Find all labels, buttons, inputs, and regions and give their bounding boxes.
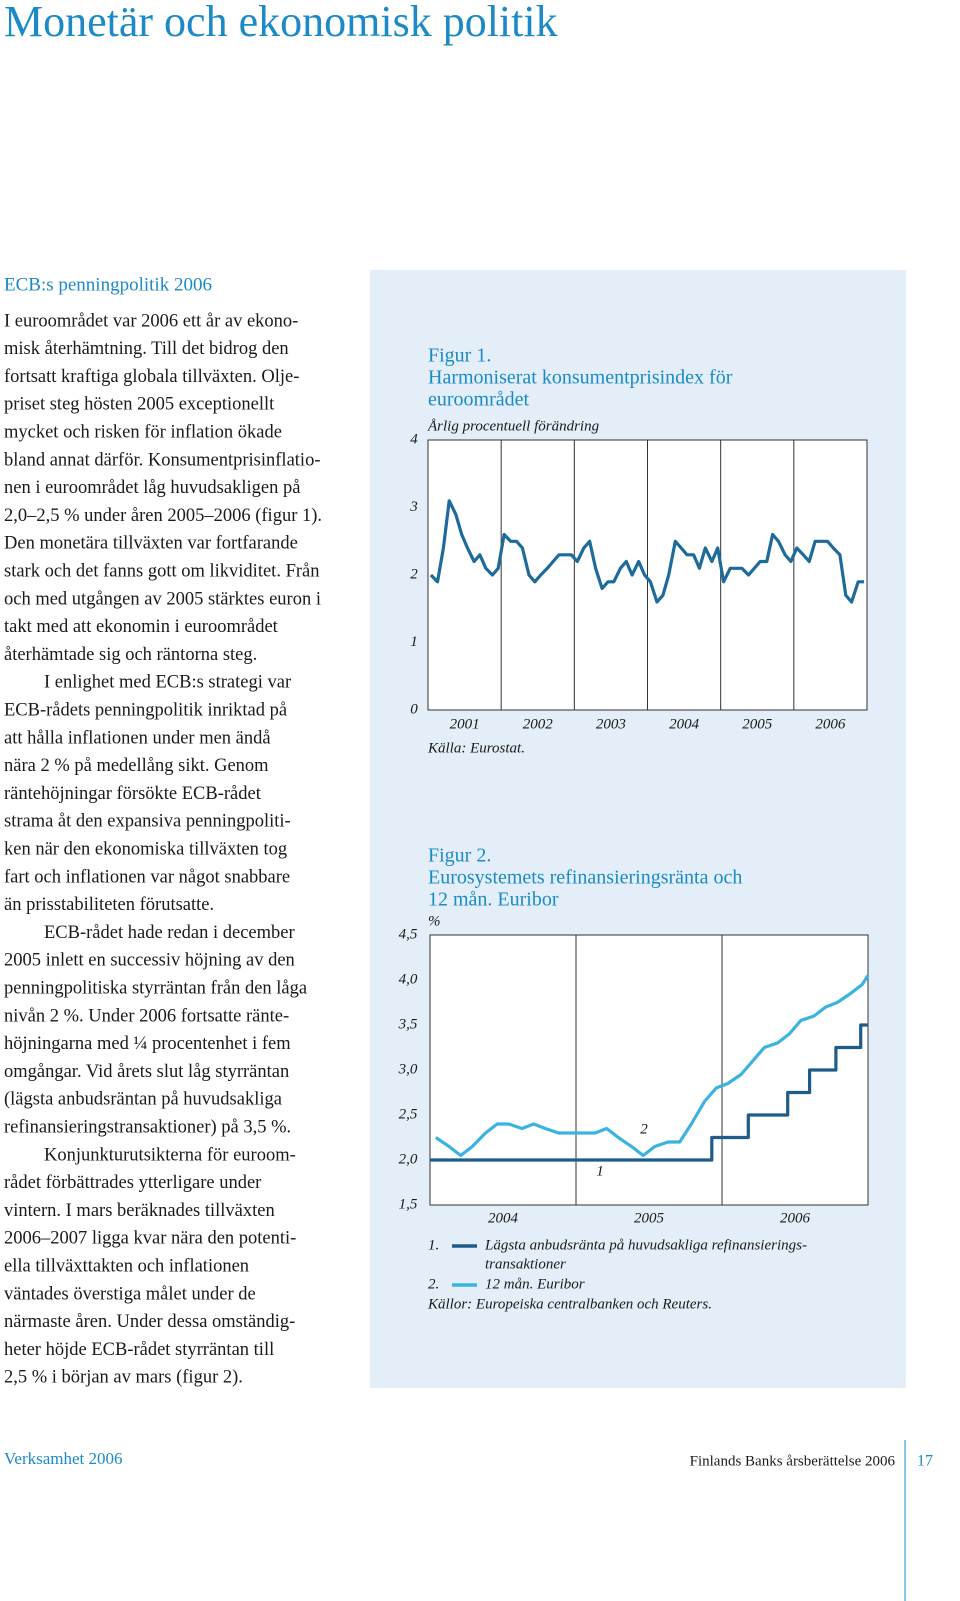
- body-line: fortsatt kraftiga globala tillväxten. Ol…: [4, 367, 299, 387]
- x-tick-label: 2005: [742, 716, 773, 732]
- series-line: [429, 499, 865, 604]
- body-line: vintern. I mars beräknades tillväxten: [4, 1201, 275, 1221]
- body-line: heter höjde ECB-rådet styrräntan till: [4, 1340, 274, 1360]
- body-line: 2006–2007 ligga kvar nära den potenti-: [4, 1229, 296, 1249]
- body-line: bland annat därför. Konsumentprisinflati…: [4, 450, 320, 470]
- figure-label: Figur 2.: [428, 845, 491, 867]
- legend-label: Lägsta anbudsränta på huvudsakliga refin…: [484, 1237, 807, 1253]
- page-number: 17: [917, 1453, 933, 1470]
- body-line: ken när den ekonomiska tillväxten tog: [4, 839, 287, 859]
- body-line: höjningarna med ¼ procentenhet i fem: [4, 1034, 291, 1054]
- series-annotation: 2: [640, 1121, 648, 1137]
- body-line: I enlighet med ECB:s strategi var: [44, 673, 291, 693]
- footer-right: Finlands Banks årsberättelse 2006: [690, 1453, 896, 1469]
- body-line: 2,0–2,5 % under åren 2005–2006 (figur 1)…: [4, 506, 322, 526]
- y-tick-label: 2: [410, 566, 418, 582]
- figure-title: euroområdet: [428, 389, 530, 411]
- figure-title: Eurosystemets refinansieringsränta och: [428, 867, 742, 889]
- section-heading: ECB:s penningpolitik 2006: [4, 274, 212, 295]
- series-annotation: 1: [596, 1163, 604, 1179]
- body-line: mycket och risken för inflation ökade: [4, 422, 282, 442]
- x-tick-label: 2003: [596, 716, 626, 732]
- y-tick-label: 1,5: [399, 1196, 418, 1212]
- body-line: rådet förbättrades ytterligare under: [4, 1173, 261, 1193]
- footer-left: Verksamhet 2006: [4, 1449, 123, 1468]
- y-tick-label: 4,5: [399, 926, 418, 942]
- body-line: nivån 2 %. Under 2006 fortsatte ränte-: [4, 1006, 289, 1026]
- y-tick-label: 4: [410, 431, 418, 447]
- body-line: I euroområdet var 2006 ett år av ekono-: [4, 311, 298, 331]
- figure-title: 12 mån. Euribor: [428, 889, 559, 911]
- series-line: [430, 1023, 868, 1162]
- body-line: att hålla inflationen under men ändå: [4, 728, 271, 748]
- body-line: 2005 inlett en successiv höjning av den: [4, 951, 295, 971]
- figure-title: Harmoniserat konsumentprisindex för: [428, 367, 733, 389]
- body-line: närmaste åren. Under dessa omständig-: [4, 1312, 295, 1332]
- body-line: än prisstabiliteten förutsatte.: [4, 895, 214, 915]
- body-line: priset steg hösten 2005 exceptionellt: [4, 395, 275, 415]
- body-line: ECB-rådet hade redan i december: [44, 923, 295, 943]
- body-line: räntehöjningar försökte ECB-rådet: [4, 784, 262, 804]
- body-line: återhämtade sig och räntorna steg.: [4, 645, 257, 665]
- y-tick-label: 2,5: [399, 1106, 418, 1122]
- body-line: takt med att ekonomin i euroområdet: [4, 617, 279, 637]
- page-title: Monetär och ekonomisk politik: [4, 0, 558, 46]
- x-tick-label: 2004: [669, 716, 700, 732]
- figure-label: Figur 1.: [428, 345, 491, 367]
- figure-subtitle: Årlig procentuell förändring: [427, 418, 600, 434]
- body-line: ella tillväxttakten och inflationen: [4, 1256, 249, 1276]
- body-line: (lägsta anbudsräntan på huvudsakliga: [4, 1090, 282, 1110]
- series-line: [434, 974, 870, 1158]
- legend-label: transaktioner: [485, 1256, 566, 1272]
- x-tick-label: 2005: [634, 1210, 665, 1226]
- body-line: Konjunkturutsikterna för euroom-: [44, 1145, 296, 1165]
- body-line: Den monetära tillväxten var fortfarande: [4, 534, 298, 554]
- legend-number: 2.: [428, 1276, 439, 1292]
- body-line: refinansieringstransaktioner) på 3,5 %.: [4, 1117, 291, 1137]
- plot-frame: [429, 934, 869, 1206]
- body-line: ECB-rådets penningpolitik inriktad på: [4, 700, 287, 720]
- body-line: penningpolitiska styrräntan från den låg…: [4, 978, 307, 998]
- body-line: nen i euroområdet låg huvudsakligen på: [4, 478, 300, 498]
- y-tick-label: 4,0: [399, 971, 418, 987]
- figure-source: Källor: Europeiska centralbanken och Reu…: [427, 1296, 712, 1312]
- legend-label: 12 mån. Euribor: [485, 1276, 585, 1292]
- figure-source: Källa: Eurostat.: [427, 740, 525, 756]
- y-tick-label: 0: [410, 701, 418, 717]
- x-tick-label: 2006: [780, 1210, 811, 1226]
- legend-number: 1.: [428, 1237, 439, 1253]
- y-tick-label: 3,5: [398, 1016, 418, 1032]
- y-tick-label: 3,0: [398, 1061, 418, 1077]
- body-line: väntades överstiga målet under de: [4, 1284, 256, 1304]
- x-tick-label: 2004: [488, 1210, 519, 1226]
- body-line: strama åt den expansiva penningpoliti-: [4, 812, 291, 832]
- x-tick-label: 2001: [450, 716, 480, 732]
- y-tick-label: 3: [409, 499, 418, 515]
- body-line: stark och det fanns gott om likviditet. …: [4, 561, 319, 581]
- x-tick-label: 2006: [815, 716, 846, 732]
- body-line: 2,5 % i början av mars (figur 2).: [4, 1368, 243, 1388]
- body-line: nära 2 % på medellång sikt. Genom: [4, 756, 269, 776]
- body-line: och med utgången av 2005 stärktes euron …: [4, 589, 321, 609]
- body-line: misk återhämtning. Till det bidrog den: [4, 339, 289, 359]
- body-line: omgångar. Vid årets slut låg styrräntan: [4, 1062, 289, 1082]
- body-line: fart och inflationen var något snabbare: [4, 867, 290, 887]
- y-tick-label: 1: [410, 634, 418, 650]
- figure-subtitle: %: [428, 913, 441, 929]
- y-tick-label: 2,0: [399, 1151, 418, 1167]
- x-tick-label: 2002: [523, 716, 554, 732]
